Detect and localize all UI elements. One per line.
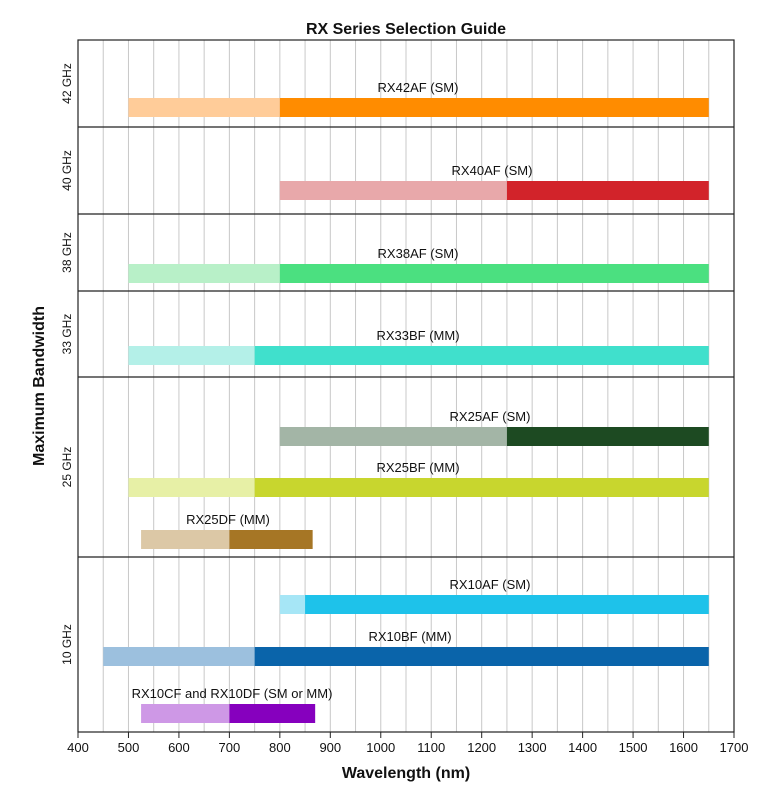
bar-label: RX25AF (SM) — [450, 409, 531, 424]
bar-optimal-range — [254, 478, 709, 497]
bar-extended-range — [103, 647, 255, 666]
plot-frame — [77, 39, 735, 733]
row-38-ghz: 38 GHz RX38AF (SM) — [60, 213, 734, 283]
x-tick-label: 900 — [319, 740, 341, 755]
x-tick-label: 1400 — [568, 740, 597, 755]
bar-optimal-range — [506, 181, 709, 200]
bar-optimal-range — [229, 704, 316, 723]
bar-extended-range — [141, 704, 230, 723]
bar-extended-range — [128, 346, 255, 365]
bar-extended-range — [279, 595, 306, 614]
bar-extended-range — [128, 98, 280, 117]
x-tick-label: 400 — [67, 740, 89, 755]
x-tick-label: 1300 — [518, 740, 547, 755]
bar-label: RX42AF (SM) — [378, 80, 459, 95]
x-tick-label: 1100 — [417, 740, 445, 755]
bar-label: RX10AF (SM) — [450, 577, 531, 592]
x-tick-label: 500 — [118, 740, 140, 755]
bar-label: RX25DF (MM) — [186, 512, 270, 527]
bar-optimal-range — [229, 530, 313, 549]
x-tick-label: 1600 — [669, 740, 698, 755]
bar-label: RX33BF (MM) — [376, 328, 459, 343]
row-42-ghz: 42 GHz RX42AF (SM) — [60, 63, 709, 117]
grid-lines — [102, 40, 710, 732]
row-25-ghz: 25 GHz RX25AF (SM) RX25BF (MM) RX25DF (MM) — [60, 376, 734, 549]
x-tick-label: 700 — [219, 740, 241, 755]
y-axis-title: Maximum Bandwidth — [31, 306, 48, 466]
bar-optimal-range — [254, 647, 709, 666]
bar-optimal-range — [506, 427, 709, 446]
bar-optimal-range — [279, 264, 709, 283]
x-tick-label: 1000 — [366, 740, 395, 755]
bar-optimal-range — [254, 346, 709, 365]
bar-label: RX10CF and RX10DF (SM or MM) — [132, 686, 333, 701]
bar-extended-range — [128, 478, 255, 497]
row-40-ghz: 40 GHz RX40AF (SM) — [60, 126, 734, 200]
x-axis-title: Wavelength (nm) — [342, 765, 470, 782]
bar-optimal-range — [305, 595, 709, 614]
bar-extended-range — [128, 264, 280, 283]
row-10-ghz: 10 GHz RX10AF (SM) RX10BF (MM) RX10CF and R… — [60, 556, 734, 723]
row-label: 33 GHz — [60, 314, 74, 355]
bar-label: RX40AF (SM) — [452, 163, 533, 178]
row-label: 10 GHz — [60, 624, 74, 665]
row-label: 42 GHz — [60, 63, 74, 104]
x-tick-label: 1700 — [720, 740, 749, 755]
x-tick-label: 1200 — [467, 740, 496, 755]
x-tick-label: 1500 — [619, 740, 648, 755]
row-label: 38 GHz — [60, 232, 74, 273]
bar-extended-range — [141, 530, 230, 549]
bar-label: RX25BF (MM) — [376, 460, 459, 475]
bar-extended-range — [279, 181, 507, 200]
x-tick-label: 600 — [168, 740, 190, 755]
row-label: 40 GHz — [60, 150, 74, 191]
row-label: 25 GHz — [60, 447, 74, 488]
row-33-ghz: 33 GHz RX33BF (MM) — [60, 290, 734, 365]
x-axis: 400 500 600 700 800 900 1000 1100 1200 1300 1400 15… — [67, 732, 748, 755]
x-tick-label: 800 — [269, 740, 291, 755]
chart-title: RX Series Selection Guide — [306, 21, 506, 38]
bar-optimal-range — [279, 98, 709, 117]
bar-extended-range — [279, 427, 507, 446]
bar-label: RX10BF (MM) — [368, 629, 451, 644]
bar-label: RX38AF (SM) — [378, 246, 459, 261]
bandwidth-rows: 42 GHz RX42AF (SM) 40 GHz RX40AF (SM) 38 GHz… — [60, 63, 734, 723]
